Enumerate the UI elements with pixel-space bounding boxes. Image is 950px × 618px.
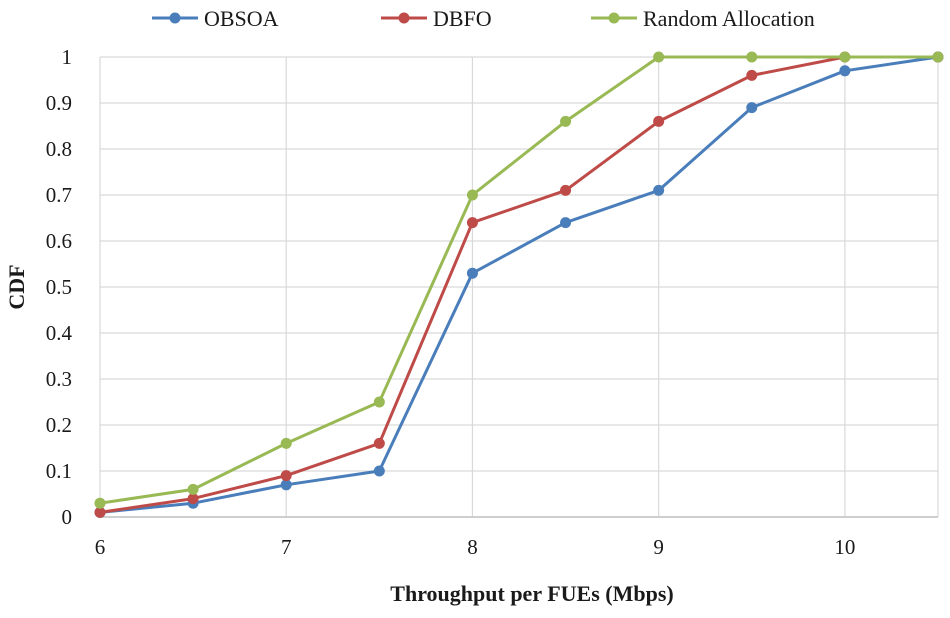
legend-swatch-marker bbox=[608, 12, 620, 24]
x-tick-label: 6 bbox=[95, 535, 106, 559]
legend-label: DBFO bbox=[433, 6, 492, 31]
data-point-random-allocation bbox=[746, 51, 758, 63]
data-point-random-allocation bbox=[280, 437, 292, 449]
y-tick-label: 0.1 bbox=[46, 459, 72, 483]
series-lines bbox=[94, 51, 944, 518]
data-point-random-allocation bbox=[839, 51, 851, 63]
legend-label: OBSOA bbox=[204, 6, 279, 31]
data-point-dbfo bbox=[94, 506, 106, 518]
data-point-dbfo bbox=[280, 470, 292, 482]
data-point-random-allocation bbox=[187, 483, 199, 495]
legend-item-obsoa: OBSOA bbox=[152, 6, 279, 31]
data-point-obsoa bbox=[653, 184, 665, 196]
y-tick-label: 0.2 bbox=[46, 413, 72, 437]
x-tick-label: 8 bbox=[467, 535, 478, 559]
legend-label: Random Allocation bbox=[643, 6, 815, 31]
y-tick-label: 0.6 bbox=[46, 229, 72, 253]
legend-item-random-allocation: Random Allocation bbox=[591, 6, 815, 31]
y-tick-label: 0.8 bbox=[46, 137, 72, 161]
data-point-obsoa bbox=[373, 465, 385, 477]
x-tick-label: 10 bbox=[834, 535, 855, 559]
data-point-obsoa bbox=[280, 479, 292, 491]
data-point-obsoa bbox=[839, 65, 851, 77]
legend: OBSOA DBFO Random Allocation bbox=[152, 6, 815, 31]
data-point-random-allocation bbox=[373, 396, 385, 408]
legend-swatch-marker bbox=[398, 12, 410, 24]
data-point-random-allocation bbox=[94, 497, 106, 509]
legend-item-dbfo: DBFO bbox=[381, 6, 492, 31]
y-tick-label: 0 bbox=[62, 505, 73, 529]
data-point-random-allocation bbox=[560, 115, 572, 127]
data-point-dbfo bbox=[560, 184, 572, 196]
series-line-random-allocation bbox=[99, 55, 938, 505]
series-line-dbfo bbox=[99, 55, 938, 514]
x-axis-title: Throughput per FUEs (Mbps) bbox=[390, 581, 673, 606]
y-tick-label: 0.5 bbox=[46, 275, 72, 299]
data-point-obsoa bbox=[560, 217, 572, 229]
data-point-obsoa bbox=[746, 102, 758, 114]
grid bbox=[99, 56, 939, 517]
x-tick-label: 9 bbox=[653, 535, 664, 559]
y-tick-label: 0.9 bbox=[46, 91, 72, 115]
data-point-dbfo bbox=[187, 493, 199, 505]
y-tick-label: 0.4 bbox=[46, 321, 73, 345]
data-point-dbfo bbox=[466, 217, 478, 229]
data-point-dbfo bbox=[653, 115, 665, 127]
data-point-random-allocation bbox=[932, 51, 944, 63]
data-point-random-allocation bbox=[653, 51, 665, 63]
data-point-random-allocation bbox=[466, 189, 478, 201]
y-tick-label: 1 bbox=[62, 45, 73, 69]
legend-swatch-marker bbox=[169, 12, 181, 24]
y-axis-title: CDF bbox=[4, 264, 29, 309]
series-line-obsoa bbox=[99, 55, 939, 514]
axes: 0 0.1 0.2 0.3 0.4 0.5 0.6 0.7 0.8 0.9 1 6 7 8 9 10 bbox=[46, 45, 938, 559]
data-point-obsoa bbox=[466, 267, 478, 279]
series-dbfo bbox=[94, 51, 944, 518]
y-tick-label: 0.7 bbox=[46, 183, 72, 207]
y-tick-label: 0.3 bbox=[46, 367, 72, 391]
data-point-dbfo bbox=[746, 69, 758, 81]
series-random-allocation bbox=[94, 51, 944, 509]
series-obsoa bbox=[94, 51, 944, 518]
x-tick-label: 7 bbox=[281, 535, 292, 559]
data-point-dbfo bbox=[373, 437, 385, 449]
